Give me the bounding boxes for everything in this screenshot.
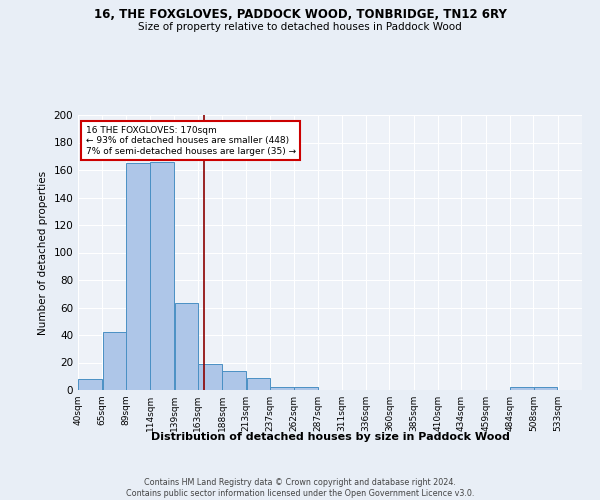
Bar bbox=[103, 332, 126, 390]
Bar bbox=[198, 364, 221, 390]
Bar bbox=[534, 387, 557, 390]
Bar bbox=[295, 387, 318, 390]
Text: Contains HM Land Registry data © Crown copyright and database right 2024.
Contai: Contains HM Land Registry data © Crown c… bbox=[126, 478, 474, 498]
Text: Distribution of detached houses by size in Paddock Wood: Distribution of detached houses by size … bbox=[151, 432, 509, 442]
Bar bbox=[175, 304, 198, 390]
Text: Size of property relative to detached houses in Paddock Wood: Size of property relative to detached ho… bbox=[138, 22, 462, 32]
Bar bbox=[151, 162, 174, 390]
Bar bbox=[270, 387, 293, 390]
Y-axis label: Number of detached properties: Number of detached properties bbox=[38, 170, 48, 334]
Bar bbox=[126, 163, 149, 390]
Bar bbox=[511, 387, 534, 390]
Text: 16, THE FOXGLOVES, PADDOCK WOOD, TONBRIDGE, TN12 6RY: 16, THE FOXGLOVES, PADDOCK WOOD, TONBRID… bbox=[94, 8, 506, 20]
Bar bbox=[223, 371, 246, 390]
Text: 16 THE FOXGLOVES: 170sqm
← 93% of detached houses are smaller (448)
7% of semi-d: 16 THE FOXGLOVES: 170sqm ← 93% of detach… bbox=[86, 126, 296, 156]
Bar bbox=[79, 379, 102, 390]
Bar bbox=[247, 378, 270, 390]
